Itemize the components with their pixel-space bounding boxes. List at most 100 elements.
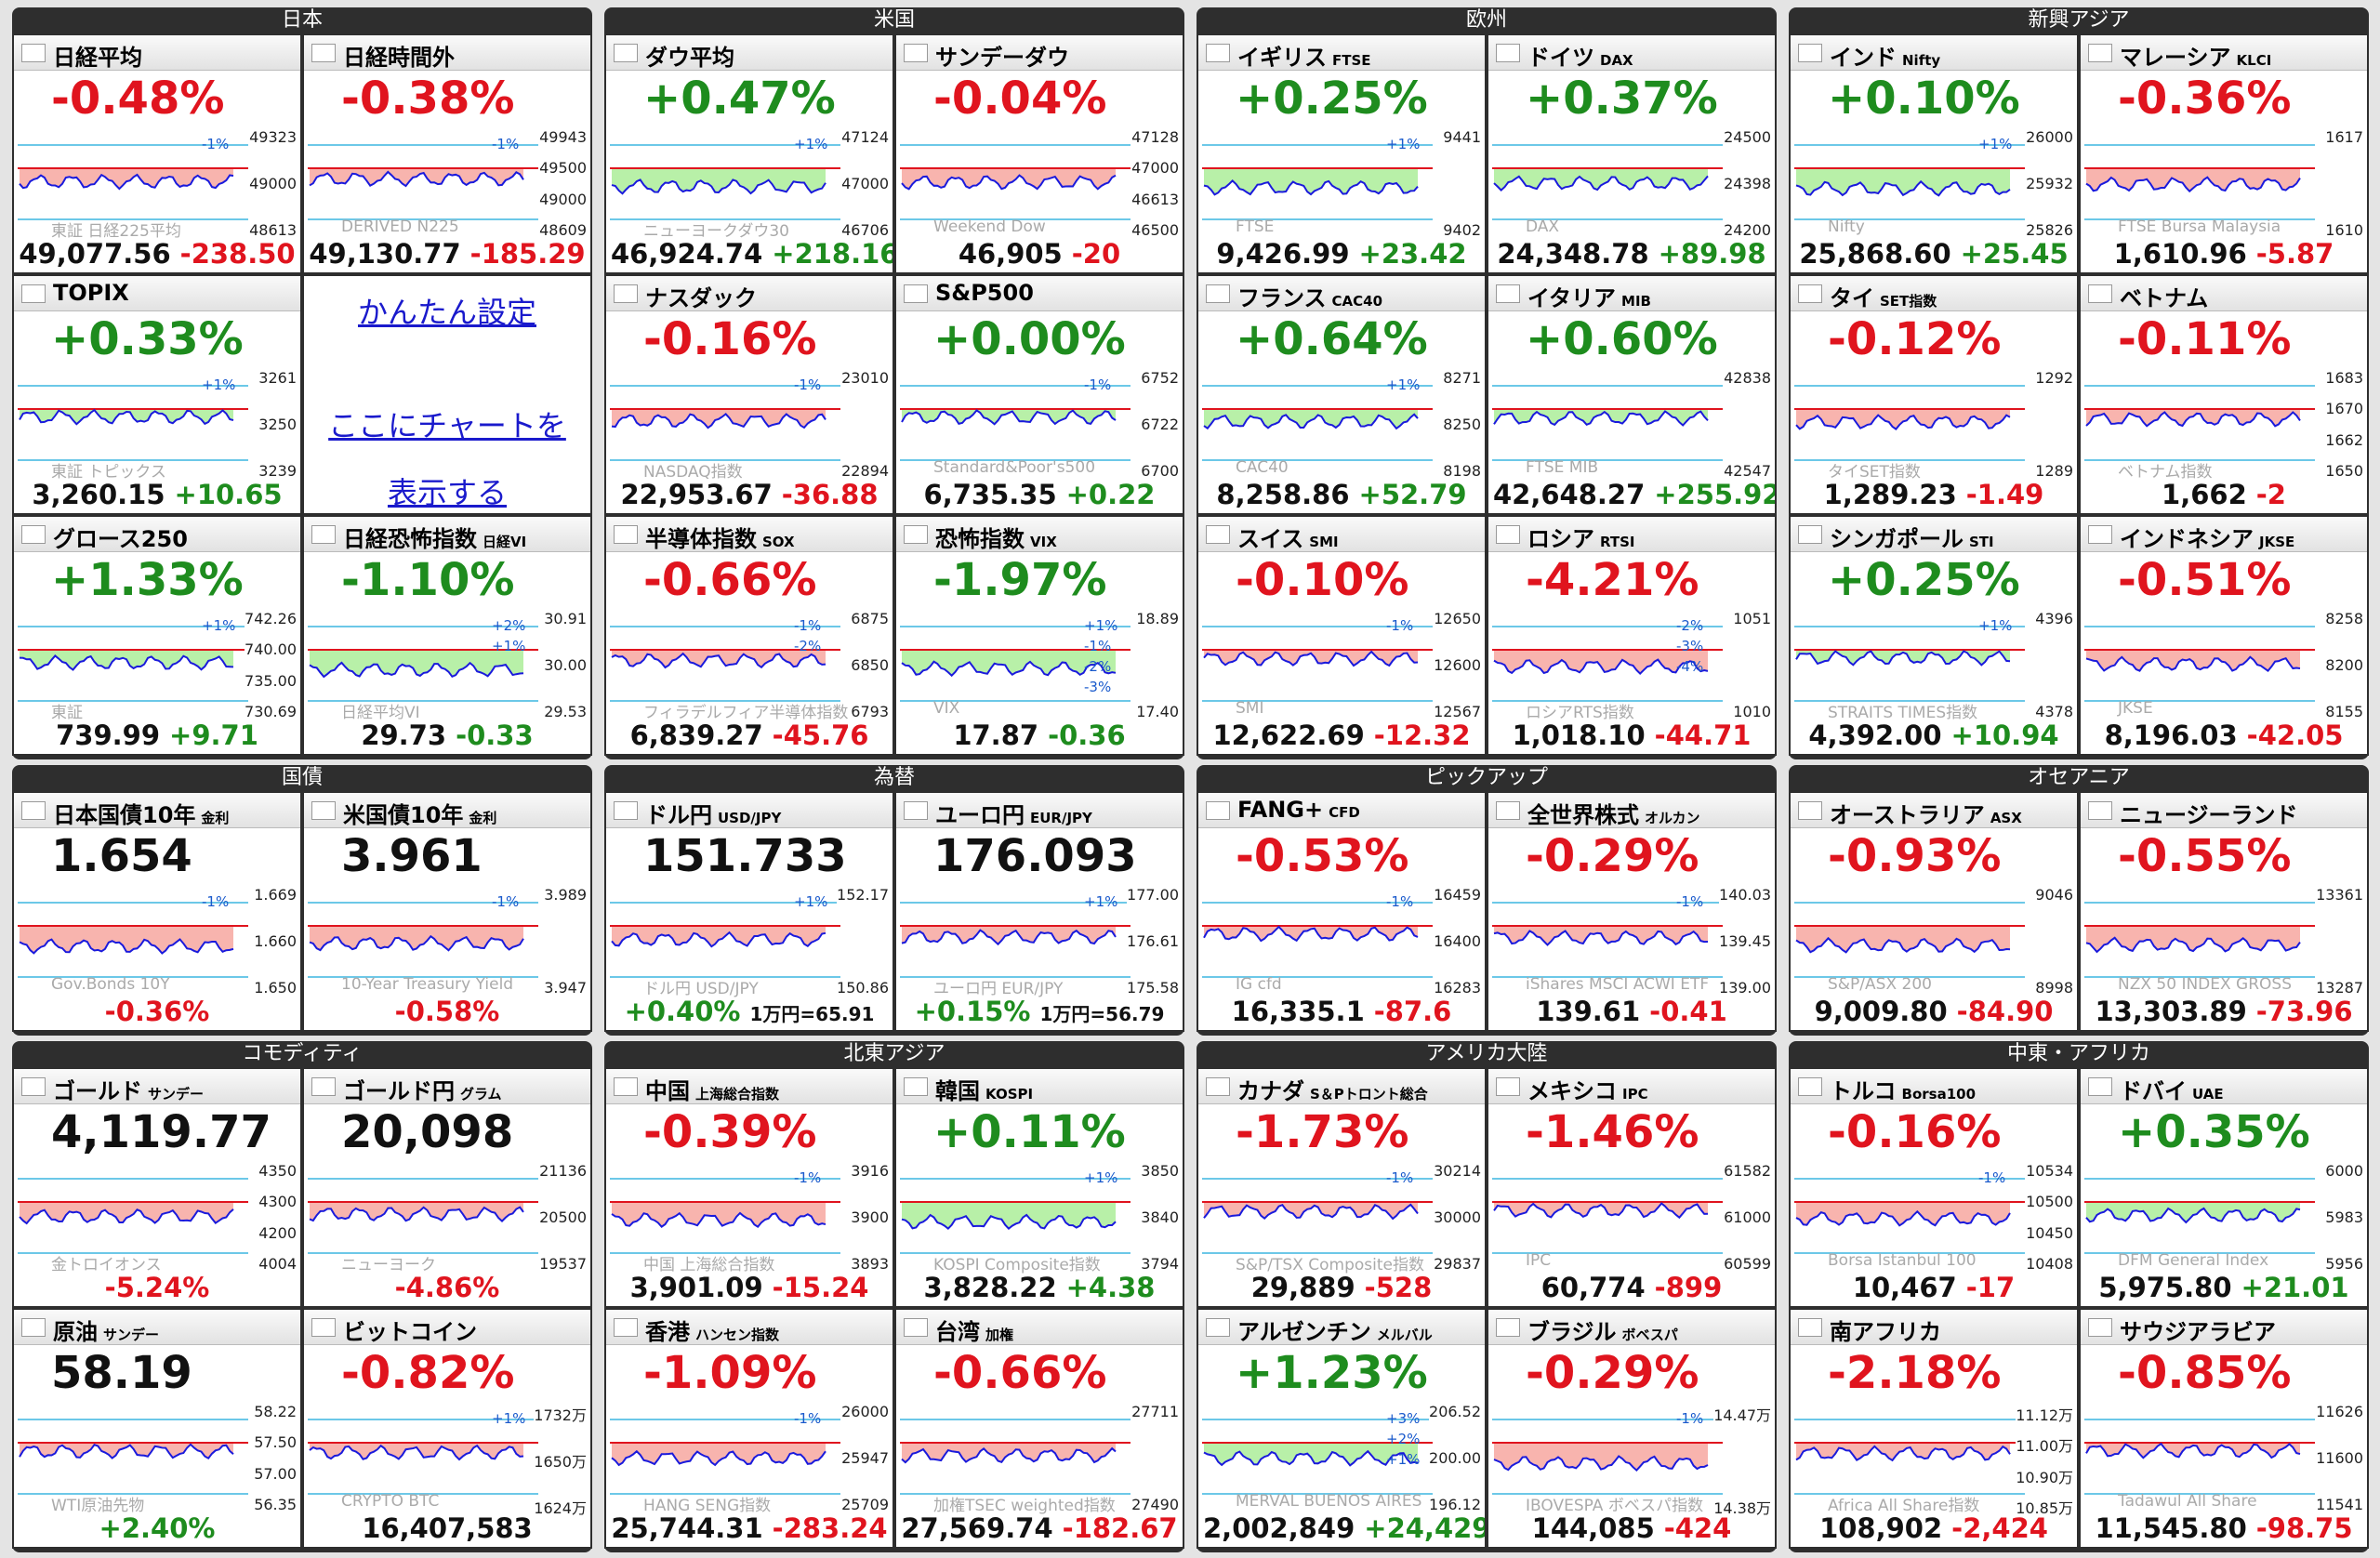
sparkline	[308, 1178, 538, 1254]
market-tile: 恐怖指数 VIX -1.97% VIX 18.89 17.40 +1% -1% -2% -3% 17…	[894, 515, 1184, 756]
footer-value: 49,130.77	[309, 238, 461, 270]
axis-label: 60599	[1724, 1255, 1771, 1273]
sparkline-area	[1796, 1443, 2010, 1460]
sparkline-area	[2086, 1202, 2300, 1223]
sparkline-line	[2085, 1442, 2301, 1459]
market-sub: Borsa100	[1901, 1086, 1977, 1102]
settings-link[interactable]: ここにチャートを	[328, 408, 566, 443]
tile-header: イタリア MIB	[1488, 276, 1775, 311]
chart-watermark: Nifty	[1828, 218, 1865, 236]
axis-label: 58.22	[254, 1403, 297, 1420]
footer-value: 11,545.80	[2095, 1512, 2247, 1544]
market-sub: 日経VI	[483, 534, 527, 550]
market-tile: タイ SET指数 -0.12% タイSET指数 1292 1289 1,289.23 -1.4…	[1789, 274, 2079, 515]
headline-value: -2.18%	[1828, 1347, 2002, 1399]
axis-label: 742.26	[245, 610, 297, 627]
market-name: メキシコ IPC	[1527, 1078, 1648, 1104]
sparkline-area	[1204, 926, 1418, 942]
percent-mark: +2%	[492, 617, 526, 634]
market-tile: トルコ Borsa100 -0.16% Borsa Istanbul 100 10534…	[1789, 1067, 2079, 1308]
footer-value: -182.67	[1062, 1512, 1178, 1544]
flag-icon	[1798, 525, 1822, 544]
market-tile: 日経平均 -0.48% 東証 日経225平均 49323 49000 48613 -1% 49…	[12, 33, 302, 274]
axis-label: 42838	[1724, 369, 1771, 387]
axis-label: 1.669	[254, 886, 297, 904]
axis-label: 17.40	[1136, 703, 1179, 720]
tile-header: 南アフリカ	[1791, 1310, 2077, 1345]
chart-watermark: 10-Year Treasury Yield	[341, 975, 514, 994]
market-name: 韓国 KOSPI	[935, 1078, 1034, 1104]
chart-watermark: DFM General Index	[2118, 1251, 2269, 1270]
sparkline-line	[901, 174, 1117, 191]
percent-mark: +1%	[1978, 136, 2013, 152]
market-tile: 半導体指数 SOX -0.66% フィラデルフィア半導体指数 6875 6850 6793-…	[604, 515, 894, 756]
percent-mark: -1%	[794, 376, 822, 393]
market-name: ベトナム	[2120, 285, 2209, 311]
percent-mark: +1%	[794, 893, 828, 910]
tile-header: 全世界株式 オルカン	[1488, 793, 1775, 828]
percent-mark: -1%	[1084, 638, 1112, 654]
flag-icon	[614, 525, 638, 544]
axis-label: 29.53	[544, 703, 587, 720]
footer-value: -5.87	[2255, 238, 2334, 270]
tile-footer: 49,077.56 -238.50	[14, 238, 300, 270]
tile-footer: 16,407,583	[304, 1512, 590, 1544]
sparkline-line	[2085, 411, 2301, 428]
sparkline-line	[2085, 655, 2301, 672]
axis-label: 25709	[841, 1496, 889, 1513]
market-name: サウジアラビア	[2120, 1319, 2276, 1345]
market-name: フランス CAC40	[1237, 285, 1383, 311]
chart-watermark: CAC40	[1236, 458, 1289, 477]
chart-watermark: SMI	[1236, 699, 1264, 718]
sparkline	[308, 144, 538, 220]
tile-header: ドイツ DAX	[1488, 35, 1775, 71]
footer-value: 13,303.89	[2095, 996, 2247, 1027]
footer-value: 10,467	[1852, 1272, 1957, 1303]
market-group: 日本 日経平均 -0.48% 東証 日経225平均 49323 49000 48613 -1%…	[12, 7, 592, 759]
sparkline-line	[309, 934, 524, 952]
tile-footer: 3,901.09 -15.24	[606, 1272, 892, 1303]
sparkline	[900, 626, 1130, 702]
market-name: ブラジル ボベスパ	[1527, 1319, 1678, 1345]
axis-label: 30000	[1434, 1208, 1481, 1226]
tile-footer: 29,889 -528	[1198, 1272, 1485, 1303]
flag-icon	[311, 1077, 336, 1096]
axis-label: 1662	[2325, 430, 2363, 449]
sparkline	[1794, 1419, 2025, 1495]
market-tile: ニュージーランド -0.55% NZX 50 INDEX GROSS 13361 132…	[2079, 791, 2369, 1032]
market-name: 日経平均	[53, 45, 142, 71]
chart-watermark: S&P/ASX 200	[1828, 975, 1932, 994]
footer-value: 16,407,583	[362, 1512, 533, 1544]
axis-label: 49323	[249, 128, 297, 146]
axis-label: 10.90万	[2016, 1464, 2073, 1487]
footer-value: -0.41	[1649, 996, 1727, 1027]
footer-value: -17	[1965, 1272, 2016, 1303]
settings-link[interactable]: かんたん設定	[357, 295, 536, 330]
market-group: 北東アジア 中国 上海総合指数 -0.39% 中国 上海総合指数 3916 3900 3893…	[604, 1041, 1184, 1552]
market-name: オーストラリア ASX	[1830, 802, 2022, 828]
footer-value: -15.24	[772, 1272, 869, 1303]
percent-mark: -1%	[794, 1169, 822, 1186]
sparkline	[1492, 1178, 1723, 1254]
axis-label: 9402	[1443, 221, 1481, 239]
sparkline-line	[1795, 414, 2011, 430]
market-sub: 金利	[201, 810, 230, 826]
tile-header: スイス SMI	[1198, 517, 1485, 552]
axis-label: 24500	[1724, 128, 1771, 146]
chart-watermark: MERVAL BUENOS AIRES	[1236, 1492, 1422, 1511]
axis-label: 6850	[851, 656, 889, 674]
settings-link[interactable]: 表示する	[387, 475, 507, 510]
chart-watermark: ニューヨークダウ30	[643, 222, 789, 241]
group-title: 日本	[281, 8, 323, 32]
flag-icon	[904, 284, 928, 303]
sparkline	[1492, 144, 1723, 220]
axis-label: 6875	[851, 610, 889, 627]
sparkline	[308, 1419, 538, 1495]
axis-label: 3.947	[544, 979, 587, 997]
axis-label: 12567	[1434, 703, 1481, 720]
axis-label: 3794	[1141, 1255, 1179, 1273]
percent-mark: -1%	[1084, 376, 1112, 393]
market-tile: サンデーダウ -0.04% Weekend Dow 47128 47000 46613 46…	[894, 33, 1184, 274]
headline-value: +0.11%	[933, 1106, 1126, 1158]
footer-value: 144,085	[1531, 1512, 1655, 1544]
